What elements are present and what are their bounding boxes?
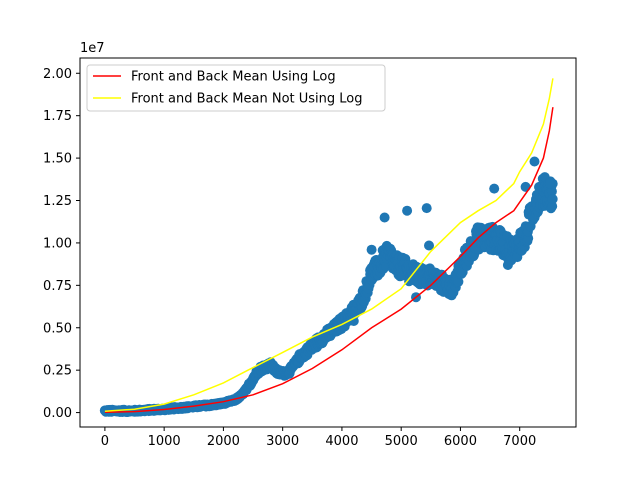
scatter-point (529, 156, 540, 167)
scatter-point (366, 244, 377, 255)
y-tick-label: 0.50 (43, 321, 72, 336)
scatter-point (489, 183, 500, 194)
scatter-point (547, 201, 558, 212)
x-tick-label: 0 (101, 434, 109, 449)
x-tick-label: 7000 (503, 434, 536, 449)
series-line-2 (104, 78, 554, 412)
x-tick-label: 4000 (325, 434, 358, 449)
x-axis: 0 1000 2000 3000 4000 5000 6000 7000 (101, 427, 536, 449)
legend-box (86, 64, 386, 112)
x-tick-label: 1000 (148, 434, 181, 449)
scatter-point (544, 178, 555, 189)
y-tick-label: 2.00 (43, 67, 72, 82)
scatter-points (99, 156, 558, 417)
y-tick-label: 1.25 (43, 194, 72, 209)
y-tick-label: 0.25 (43, 364, 72, 379)
y-tick-label: 0.75 (43, 279, 72, 294)
y-tick-label: 1.00 (43, 236, 72, 251)
legend-label-2: Front and Back Mean Not Using Log (131, 92, 363, 107)
y-axis-offset-label: 1e7 (80, 41, 105, 56)
y-tick-label: 1.50 (43, 152, 72, 167)
x-tick-label: 5000 (385, 434, 418, 449)
scatter-point (424, 240, 434, 251)
x-tick-label: 2000 (207, 434, 240, 449)
scatter-point (547, 194, 558, 204)
y-tick-label: 1.75 (43, 109, 72, 124)
series-lines (104, 78, 554, 413)
scatter-point (421, 203, 432, 214)
scatter-point (348, 316, 359, 326)
scatter-point (502, 260, 513, 270)
scatter-point (520, 181, 531, 192)
y-axis: 0.00 0.25 0.50 0.75 1.00 1.25 1.50 1.75 2.00 (43, 67, 80, 421)
x-tick-label: 6000 (444, 434, 477, 449)
y-tick-label: 0.00 (43, 406, 72, 421)
scatter-point (379, 212, 390, 223)
series-line-1 (104, 107, 554, 413)
legend-label-1: Front and Back Mean Using Log (131, 70, 336, 85)
scatter-point (546, 186, 557, 197)
x-tick-label: 3000 (266, 434, 299, 449)
scatter-point (402, 205, 413, 216)
scatter-point (453, 276, 464, 287)
legend: Front and Back Mean Using Log Front and B… (86, 64, 386, 112)
